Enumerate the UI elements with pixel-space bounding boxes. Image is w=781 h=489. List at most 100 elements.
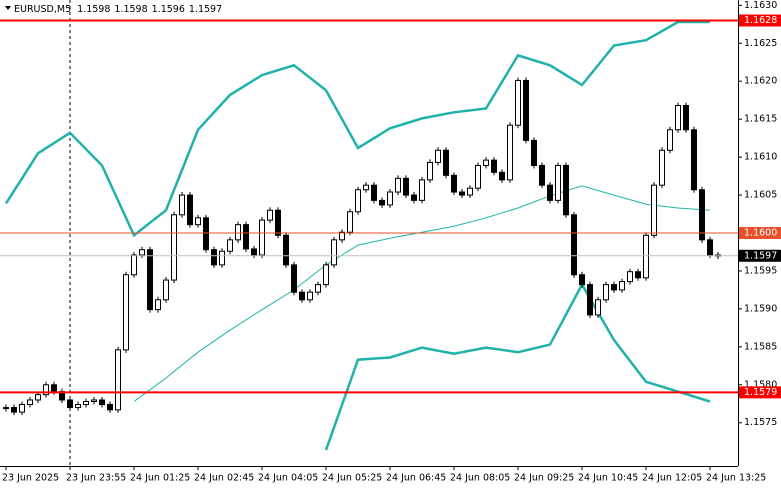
y-tick-label: 1.1585 xyxy=(744,341,777,352)
header-text: EURUSD,M5 1.1598 1.1598 1.1596 1.1597 xyxy=(14,4,222,15)
x-tick-label: 24 Jun 01:25 xyxy=(130,473,190,484)
candle xyxy=(427,161,433,181)
candle xyxy=(419,179,425,201)
candle xyxy=(195,217,201,226)
candle xyxy=(523,79,529,141)
candle xyxy=(707,239,713,256)
candle xyxy=(691,129,697,191)
candle xyxy=(643,234,649,279)
y-tick-label: 1.1620 xyxy=(744,76,777,87)
candle xyxy=(275,209,281,236)
candle xyxy=(483,159,489,166)
candle xyxy=(339,231,345,241)
candle xyxy=(355,189,361,213)
candle xyxy=(147,249,153,311)
candle xyxy=(259,219,265,256)
price-box xyxy=(739,14,781,27)
candle xyxy=(659,149,665,186)
candle xyxy=(19,404,25,413)
candle xyxy=(299,291,305,301)
x-tick-label: 24 Jun 02:45 xyxy=(194,473,254,484)
candle xyxy=(371,184,377,201)
candle xyxy=(387,191,393,206)
x-tick-label: 24 Jun 06:45 xyxy=(386,473,446,484)
candle xyxy=(43,384,49,396)
candle xyxy=(571,214,577,276)
x-tick-label: 24 Jun 08:05 xyxy=(450,473,510,484)
candle xyxy=(603,284,609,301)
candle xyxy=(435,149,441,163)
candle xyxy=(219,250,225,266)
price-box-label: 1.1628 xyxy=(744,15,777,26)
candle xyxy=(475,164,481,189)
candle xyxy=(251,248,257,256)
candle xyxy=(531,139,537,166)
candle xyxy=(123,274,129,351)
indicator-line xyxy=(324,282,711,451)
price-box-label: 1.1597 xyxy=(744,250,777,261)
ohlc-value: 1.1598 xyxy=(77,4,110,15)
plot-area xyxy=(3,20,721,451)
candle xyxy=(115,349,121,411)
ohlc-value: 1.1598 xyxy=(114,4,147,15)
candle xyxy=(11,407,17,413)
candle xyxy=(587,284,593,316)
candle xyxy=(67,399,73,409)
header: EURUSD,M5 1.1598 1.1598 1.1596 1.1597 xyxy=(5,4,222,15)
candle xyxy=(675,104,681,131)
candle xyxy=(563,164,569,216)
candle xyxy=(555,164,561,201)
x-tick-label: 24 Jun 10:45 xyxy=(578,473,638,484)
y-tick-label: 1.1630 xyxy=(744,0,777,11)
price-box-label: 1.1600 xyxy=(744,228,777,239)
candle xyxy=(467,187,473,196)
y-tick-label: 1.1580 xyxy=(744,379,777,390)
candle xyxy=(235,224,241,241)
candle xyxy=(515,79,521,126)
y-tick-label: 1.1590 xyxy=(744,303,777,314)
candle xyxy=(499,171,505,181)
candle xyxy=(411,194,417,201)
candle xyxy=(627,271,633,283)
candle xyxy=(91,399,97,402)
candle xyxy=(155,299,161,311)
y-tick-label: 1.1575 xyxy=(744,417,777,428)
candle xyxy=(331,239,337,266)
candle xyxy=(451,174,457,193)
ohlc-value: 1.1597 xyxy=(189,4,222,15)
candle xyxy=(27,399,33,406)
symbol: EURUSD,M5 xyxy=(14,4,71,15)
candle xyxy=(243,224,249,250)
candle xyxy=(107,404,113,411)
candle xyxy=(3,407,9,410)
candle xyxy=(99,399,105,406)
candle xyxy=(283,234,289,266)
candle xyxy=(83,400,89,406)
candle xyxy=(75,404,81,409)
x-tick-label: 24 Jun 09:25 xyxy=(514,473,574,484)
x-tick-label: 24 Jun 13:25 xyxy=(706,473,766,484)
candle xyxy=(667,129,673,151)
candle xyxy=(363,184,369,191)
candle xyxy=(51,384,57,393)
y-tick-label: 1.1610 xyxy=(744,152,777,163)
candle xyxy=(323,264,329,286)
indicator-line xyxy=(133,185,711,402)
candle xyxy=(187,194,193,226)
y-tick-label: 1.1595 xyxy=(744,265,777,276)
price-box xyxy=(739,386,781,399)
candle xyxy=(379,199,385,206)
candle xyxy=(291,264,297,293)
candle xyxy=(227,239,233,252)
candle xyxy=(619,281,625,291)
y-tick-label: 1.1605 xyxy=(744,190,777,201)
candle xyxy=(267,209,273,221)
candle xyxy=(395,177,401,193)
candle xyxy=(179,194,185,216)
candle xyxy=(699,189,705,241)
candle xyxy=(171,214,177,281)
candle xyxy=(459,191,465,196)
candle xyxy=(651,184,657,236)
x-tick-label: 24 Jun 12:05 xyxy=(642,473,702,484)
candle xyxy=(579,274,585,286)
